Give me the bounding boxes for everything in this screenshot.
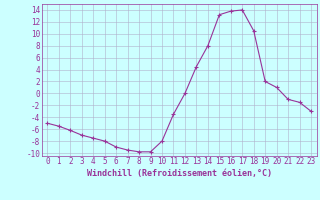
X-axis label: Windchill (Refroidissement éolien,°C): Windchill (Refroidissement éolien,°C) — [87, 169, 272, 178]
